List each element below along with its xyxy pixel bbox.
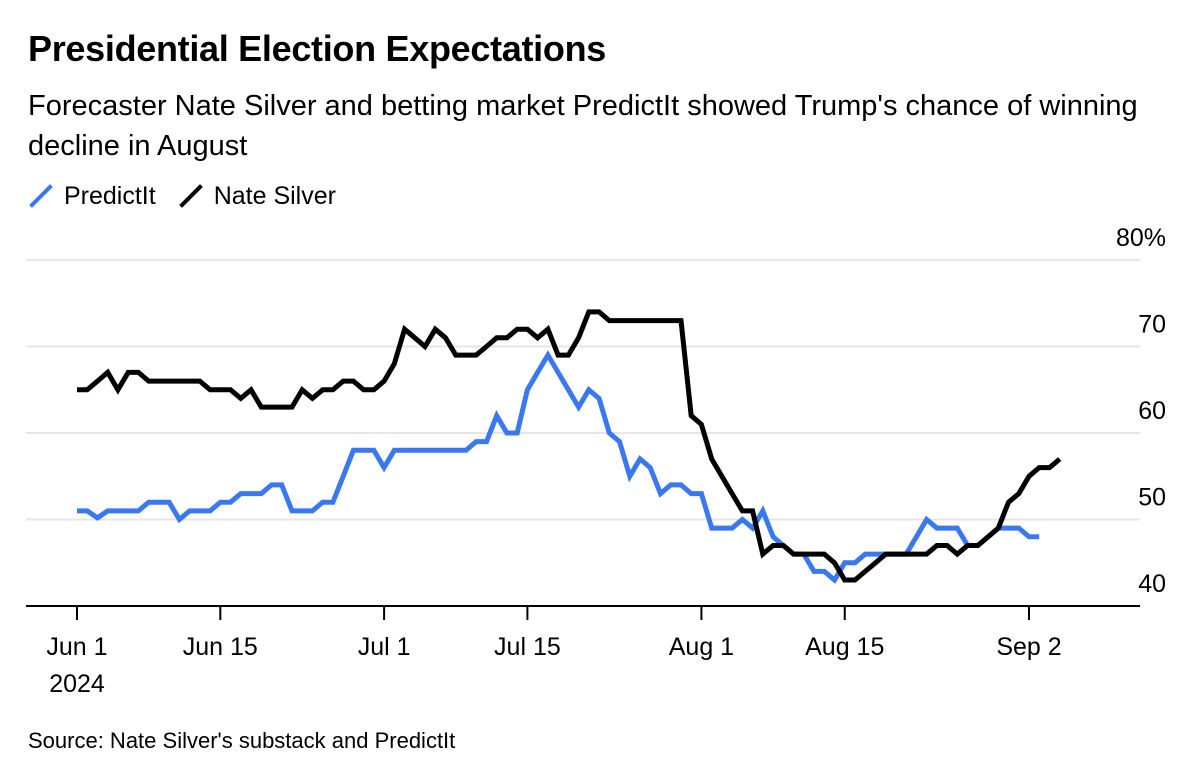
chart-legend: PredictIt Nate Silver <box>28 180 358 212</box>
x-tick-sublabel: 2024 <box>49 670 105 698</box>
legend-swatch-nate-silver <box>178 184 203 208</box>
x-tick-label: Jul 1 <box>358 633 411 661</box>
x-tick-label: Aug 1 <box>669 633 734 661</box>
y-tick-label: 70 <box>1138 311 1166 339</box>
y-tick-label: 80% <box>1116 224 1166 252</box>
y-tick-label: 50 <box>1138 484 1166 512</box>
x-tick-label: Jun 15 <box>183 633 258 661</box>
x-tick-label: Jun 1 <box>46 633 107 661</box>
source-note: Source: Nate Silver's substack and Predi… <box>28 728 456 753</box>
legend-item-predictit: PredictIt <box>28 182 156 211</box>
chart-subtitle: Forecaster Nate Silver and betting marke… <box>28 90 1138 162</box>
series-line-nate-silver <box>77 309 1062 583</box>
x-tick-label: Jul 15 <box>494 633 561 661</box>
y-tick-label: 60 <box>1138 397 1166 425</box>
legend-swatch-predictit <box>29 184 53 208</box>
chart-title: Presidential Election Expectations <box>28 28 606 69</box>
y-tick-label: 40 <box>1138 570 1166 598</box>
legend-item-nate-silver: Nate Silver <box>178 182 336 211</box>
legend-label-nate-silver: Nate Silver <box>213 181 336 210</box>
x-tick-label: Sep 2 <box>996 633 1061 661</box>
x-tick-label: Aug 15 <box>805 633 884 661</box>
legend-label-predictit: PredictIt <box>64 181 156 210</box>
